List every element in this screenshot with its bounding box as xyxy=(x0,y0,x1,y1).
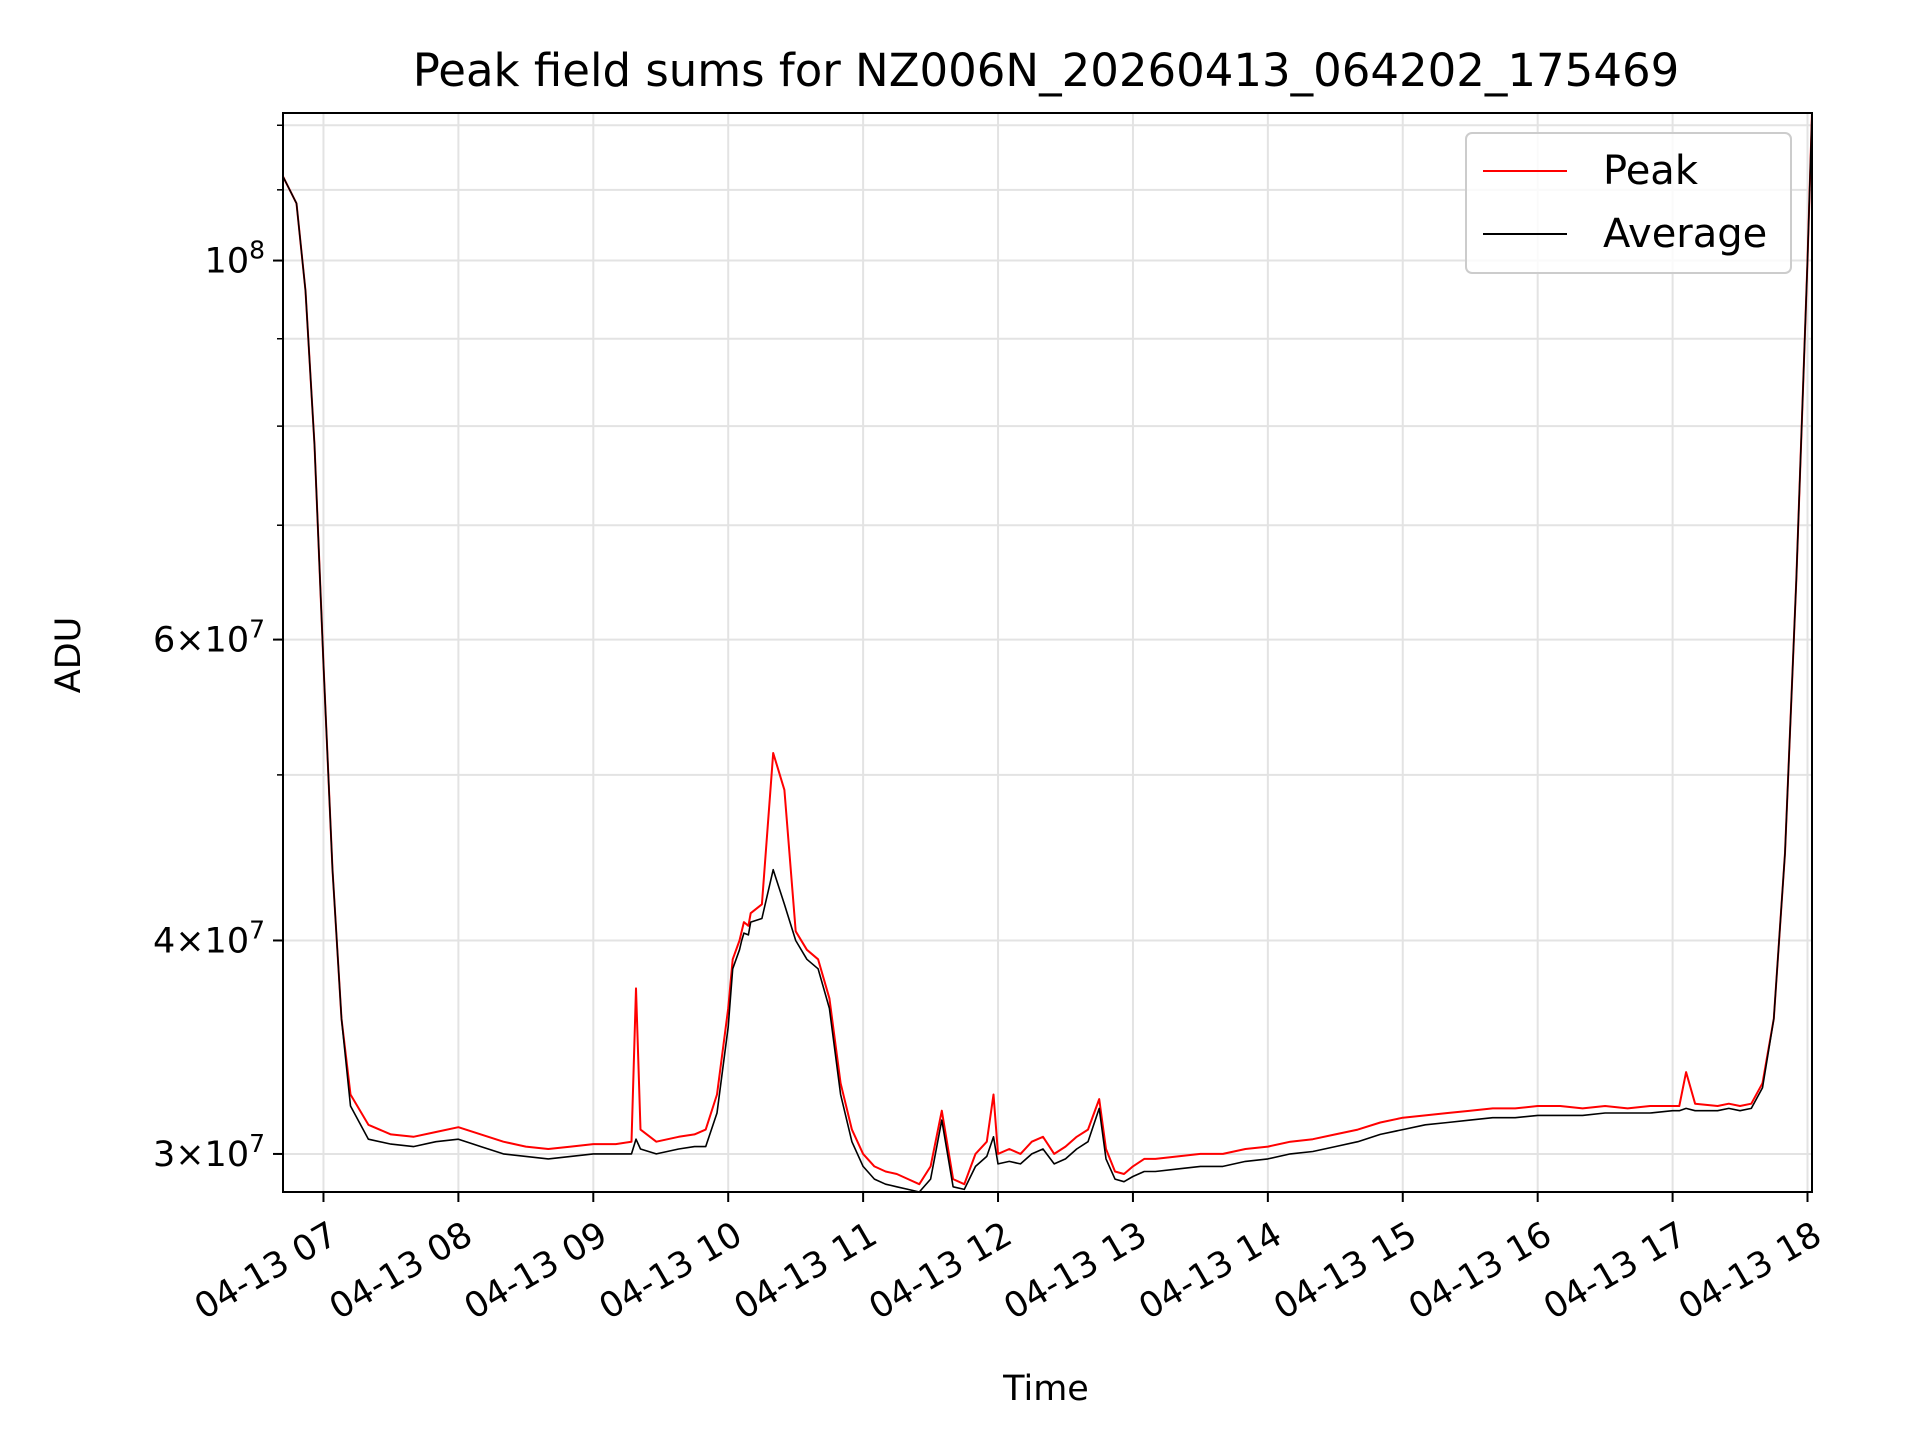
legend: Peak Average xyxy=(1465,132,1792,274)
y-tick-label: 3×107 xyxy=(153,1129,265,1175)
y-tick-label: 4×107 xyxy=(153,915,265,961)
legend-label-peak: Peak xyxy=(1603,148,1699,194)
y-tick-label: 6×107 xyxy=(153,615,265,661)
chart-title: Peak field sums for NZ006N_20260413_0642… xyxy=(413,44,1679,97)
axes-frame xyxy=(282,112,1813,1193)
series-line-peak xyxy=(282,112,1813,1186)
series-line-average xyxy=(282,112,1813,1193)
y-tick-label: 108 xyxy=(205,236,265,282)
x-axis-label: Time xyxy=(1002,1369,1089,1409)
legend-label-average: Average xyxy=(1603,211,1767,257)
y-axis-label: ADU xyxy=(49,617,89,694)
plot-area xyxy=(282,112,1813,1193)
legend-box xyxy=(1465,132,1792,274)
y-axis: 3×107 4×107 6×107 108 xyxy=(153,124,283,1175)
